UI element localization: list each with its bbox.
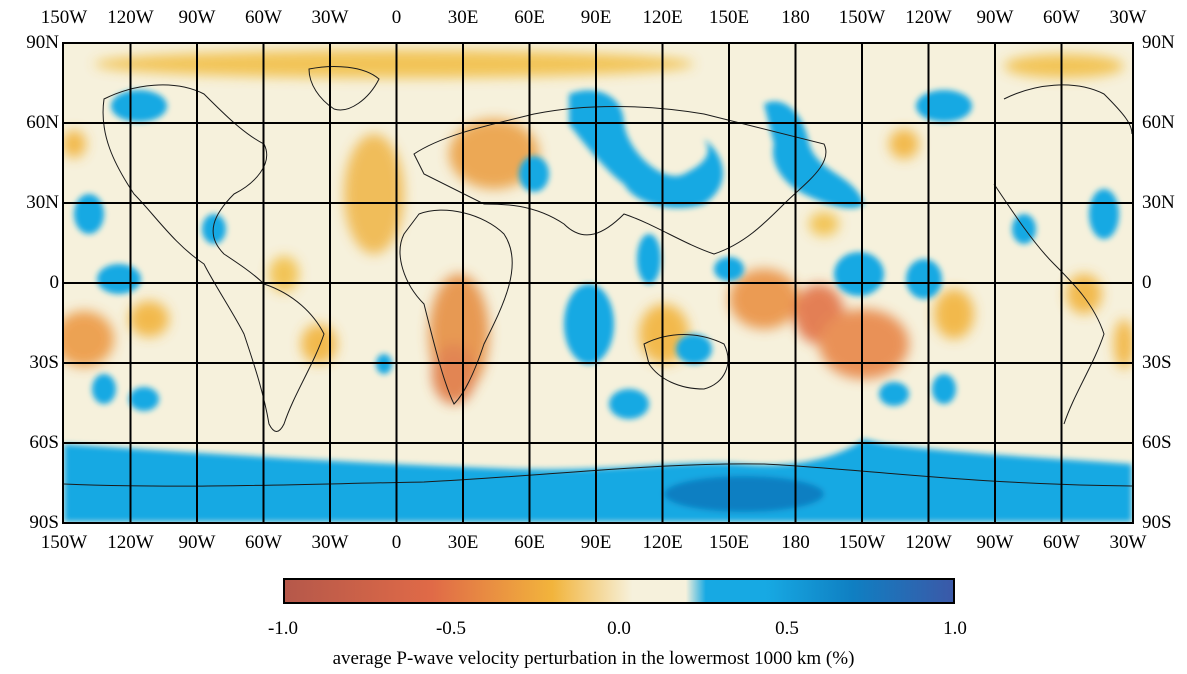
colorbar-tick-label: 0.5	[775, 618, 799, 639]
lon-label-top: 60W	[245, 7, 282, 28]
colorbar	[283, 578, 955, 604]
lat-label-right: 30S	[1142, 352, 1172, 373]
lon-label-bottom: 120W	[905, 532, 952, 553]
lon-label-bottom: 150E	[708, 532, 750, 553]
colorbar-tick-label: 0.0	[607, 618, 631, 639]
colorbar-tick-label: -0.5	[435, 618, 467, 639]
colorbar-title: average P-wave velocity perturbation in …	[332, 648, 855, 669]
lon-label-bottom: 150W	[40, 532, 88, 553]
lon-label-top: 150W	[40, 7, 88, 28]
velocity-map	[62, 42, 1134, 524]
lat-label-right: 60N	[1142, 112, 1175, 133]
lon-label-bottom: 90E	[580, 532, 612, 553]
lat-label-right: 30N	[1142, 192, 1175, 213]
map-svg	[64, 44, 1132, 522]
lon-label-top: 30W	[1109, 7, 1147, 28]
lon-label-top: 30E	[447, 7, 479, 28]
lon-label-bottom: 60W	[1043, 532, 1080, 553]
lon-label-bottom: 90W	[976, 532, 1014, 553]
lat-label-left: 0	[49, 272, 60, 293]
lat-label-left: 60N	[26, 112, 59, 133]
lat-label-left: 90N	[26, 32, 59, 53]
lon-label-top: 0	[391, 7, 402, 28]
lon-label-bottom: 120W	[107, 532, 154, 553]
lon-label-top: 150E	[708, 7, 750, 28]
lat-label-right: 90N	[1142, 32, 1175, 53]
lon-label-bottom: 120E	[642, 532, 683, 553]
lat-label-right: 0	[1142, 272, 1152, 293]
lat-label-right: 60S	[1142, 432, 1172, 453]
colorbar-tick-label: -1.0	[267, 618, 299, 639]
lon-label-top: 180	[781, 7, 810, 28]
graticule	[64, 44, 1132, 522]
lon-label-top: 90W	[976, 7, 1014, 28]
lon-label-top: 30W	[311, 7, 349, 28]
lat-label-left: 60S	[29, 432, 59, 453]
lon-label-top: 120W	[905, 7, 952, 28]
lon-label-top: 120E	[642, 7, 683, 28]
lon-label-bottom: 90W	[178, 532, 216, 553]
lat-label-right: 90S	[1142, 512, 1172, 533]
lon-label-top: 60W	[1043, 7, 1080, 28]
lat-label-left: 30S	[29, 352, 59, 373]
colorbar-tick-label: 1.0	[943, 618, 967, 639]
lon-label-top: 60E	[514, 7, 545, 28]
lat-label-left: 30N	[26, 192, 59, 213]
lon-label-bottom: 60W	[245, 532, 282, 553]
lon-label-top: 150W	[838, 7, 886, 28]
lon-label-bottom: 30E	[447, 532, 479, 553]
lon-label-bottom: 30W	[311, 532, 349, 553]
lon-label-bottom: 60E	[514, 532, 545, 553]
lon-label-top: 90E	[580, 7, 612, 28]
lon-label-top: 120W	[107, 7, 154, 28]
lon-label-bottom: 150W	[838, 532, 886, 553]
lon-label-bottom: 30W	[1109, 532, 1147, 553]
lon-label-top: 90W	[178, 7, 216, 28]
lon-label-bottom: 180	[781, 532, 810, 553]
lat-label-left: 90S	[29, 512, 59, 533]
lon-label-bottom: 0	[391, 532, 402, 553]
